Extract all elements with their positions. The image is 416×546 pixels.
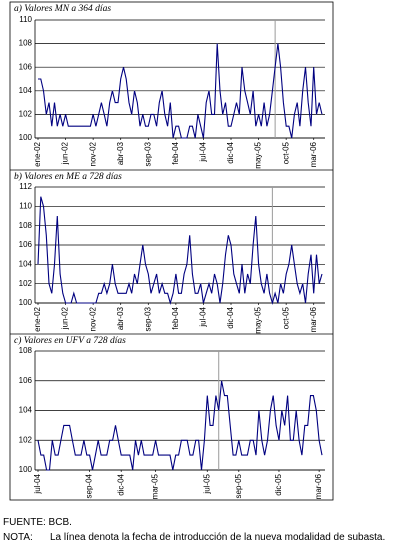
chart-title: a) Valores MN a 364 días [14, 3, 111, 14]
y-tick-label: 102 [19, 435, 33, 444]
x-tick-label: mar-06 [309, 141, 318, 167]
x-tick-label: dic-04 [116, 473, 125, 495]
y-tick-label: 108 [19, 39, 33, 48]
chart-title: b) Valores en ME a 728 días [14, 171, 122, 182]
series-line [38, 43, 323, 139]
y-tick-label: 108 [19, 221, 33, 230]
x-tick-label: dic-04 [226, 141, 235, 163]
y-tick-label: 100 [19, 133, 33, 142]
x-tick-label: mar-06 [309, 306, 318, 332]
x-tick-label: oct-05 [281, 141, 290, 164]
x-tick-label: nov-02 [88, 306, 97, 331]
series-line [37, 380, 323, 471]
note-label: NOTA: [3, 532, 33, 543]
x-tick-label: mar-05 [151, 473, 160, 499]
x-tick-label: ene-02 [33, 306, 42, 331]
y-tick-label: 110 [19, 15, 32, 24]
y-tick-label: 108 [19, 346, 33, 355]
chart-title: c) Valores en UFV a 728 días [14, 335, 126, 346]
y-tick-label: 100 [19, 465, 33, 474]
x-tick-label: feb-04 [171, 306, 180, 329]
x-tick-label: jul-04 [199, 306, 208, 327]
x-tick-label: jul-04 [33, 473, 42, 494]
x-tick-label: abr-03 [116, 306, 125, 330]
note: La línea denota la fecha de introducción… [50, 532, 385, 543]
x-tick-label: sep-05 [234, 473, 243, 498]
x-tick-label: jun-02 [61, 141, 70, 165]
x-tick-label: may-05 [254, 306, 263, 333]
source: FUENTE: BCB. [3, 517, 72, 528]
x-tick-label: mar-06 [314, 473, 323, 499]
x-tick-label: ene-02 [33, 141, 42, 166]
x-tick-label: nov-02 [88, 141, 97, 166]
y-tick-label: 102 [19, 279, 33, 288]
y-tick-label: 112 [19, 182, 32, 191]
x-tick-label: dic-05 [274, 473, 283, 495]
y-tick-label: 102 [19, 110, 33, 119]
x-tick-label: jun-02 [61, 306, 70, 330]
x-tick-label: sep-03 [143, 306, 152, 331]
x-tick-label: dic-04 [226, 306, 235, 328]
x-tick-label: feb-04 [171, 141, 180, 164]
y-tick-label: 106 [19, 62, 33, 71]
y-tick-label: 104 [19, 86, 33, 95]
y-tick-label: 110 [19, 201, 32, 210]
y-tick-label: 104 [19, 406, 33, 415]
x-tick-label: jul-05 [202, 473, 211, 494]
x-tick-label: may-05 [254, 141, 263, 168]
x-tick-label: jul-04 [199, 141, 208, 162]
frame [9, 1, 334, 501]
x-tick-label: abr-03 [116, 141, 125, 165]
y-tick-label: 106 [19, 376, 33, 385]
x-tick-label: sep-03 [143, 141, 152, 166]
x-tick-label: oct-05 [281, 306, 290, 329]
y-tick-label: 104 [19, 259, 33, 268]
x-tick-label: sep-04 [85, 473, 94, 498]
series-line [37, 196, 323, 306]
y-tick-label: 100 [19, 298, 33, 307]
y-tick-label: 106 [19, 240, 33, 249]
